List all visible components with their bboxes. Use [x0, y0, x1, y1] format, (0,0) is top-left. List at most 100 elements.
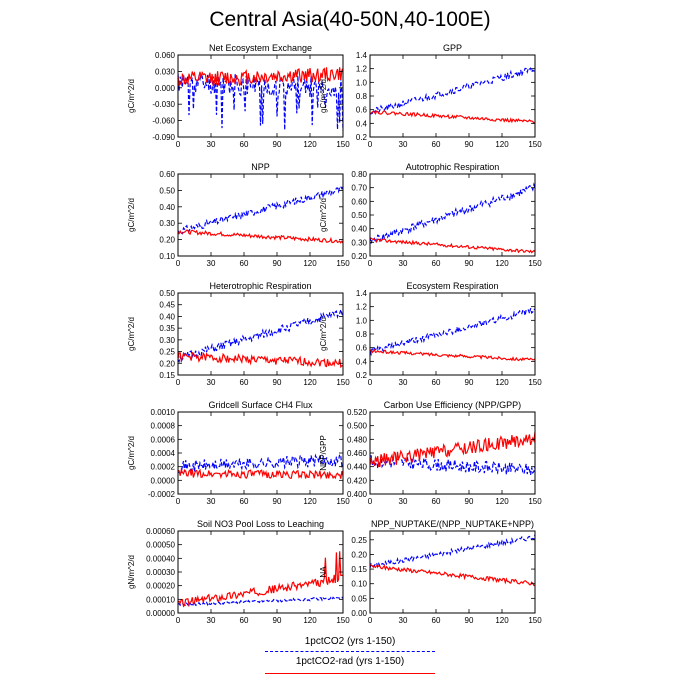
series-line-1pctco2-rad: [178, 467, 343, 480]
legend-line-1pctco2-rad: [265, 673, 435, 674]
panel-5: Ecosystem Respiration gC/m^2/d 0 30 60 90 120 1…: [319, 281, 542, 387]
y-tick-label: 0.0008: [151, 422, 176, 431]
y-tick-label: 0.25: [159, 348, 175, 357]
y-tick-label: 1.2: [356, 303, 368, 312]
panel-frame: [177, 173, 344, 257]
y-tick-label: 0.480: [347, 435, 368, 444]
panel-3: Autotrophic Respiration gC/m^2/d 0 30 60 90 12…: [319, 162, 542, 268]
y-tick-label: 0.00050: [146, 541, 175, 550]
panel-2: NPP gC/m^2/d 0 30 60 90 120 150 0.60 0.50 0.40 0.30…: [127, 162, 350, 268]
y-tick-label: 0.30: [351, 238, 367, 247]
x-tick-label: 0: [368, 259, 373, 268]
panel-frame: [177, 54, 344, 138]
y-tick-label: 1.4: [356, 51, 368, 60]
y-axis-label: gC/m^2/d: [319, 317, 328, 351]
y-tick-label: 0.00060: [146, 527, 175, 536]
x-tick-label: 30: [399, 378, 408, 387]
x-tick-label: 0: [368, 497, 373, 506]
x-tick-label: 150: [528, 497, 542, 506]
x-tick-label: 60: [240, 378, 249, 387]
panel-title: Heterotrophic Respiration: [209, 281, 311, 291]
x-tick-label: 120: [303, 497, 317, 506]
x-tick-label: 0: [368, 140, 373, 149]
x-tick-label: 120: [495, 140, 509, 149]
x-tick-label: 30: [399, 616, 408, 625]
y-tick-label: 0.50: [159, 186, 175, 195]
x-tick-label: 60: [432, 616, 441, 625]
x-tick-label: 150: [528, 140, 542, 149]
x-tick-label: 30: [207, 259, 216, 268]
x-tick-label: 0: [176, 259, 181, 268]
panel-title: NPP_NUPTAKE/(NPP_NUPTAKE+NPP): [371, 519, 534, 529]
y-tick-label: 0.10: [351, 580, 367, 589]
x-tick-label: 90: [273, 378, 282, 387]
series-line-1pctco2: [178, 307, 343, 363]
x-tick-label: 30: [207, 378, 216, 387]
x-tick-label: 0: [176, 140, 181, 149]
series-line-1pctco2-rad: [370, 110, 535, 125]
y-tick-label: 0.15: [351, 565, 367, 574]
y-tick-label: 1.4: [356, 289, 368, 298]
x-tick-label: 60: [432, 140, 441, 149]
y-axis-label: gC/m^2/d: [127, 436, 136, 470]
y-tick-label: 0.20: [159, 236, 175, 245]
y-tick-label: 1.2: [356, 65, 368, 74]
y-axis-label: NPP/GPP: [319, 435, 328, 471]
y-tick-label: 0.4: [356, 357, 368, 366]
x-tick-label: 150: [528, 616, 542, 625]
y-tick-label: 0.30: [159, 336, 175, 345]
x-tick-label: 120: [303, 616, 317, 625]
y-tick-label: 0.60: [159, 170, 175, 179]
x-tick-label: 60: [432, 259, 441, 268]
x-tick-label: 60: [432, 497, 441, 506]
panel-title: Autotrophic Respiration: [406, 162, 500, 172]
y-tick-label: 0.2: [356, 371, 368, 380]
y-tick-label: -0.0002: [148, 490, 176, 499]
series-line-1pctco2: [370, 534, 535, 569]
x-tick-label: 120: [495, 497, 509, 506]
x-tick-label: 120: [495, 378, 509, 387]
x-tick-label: 0: [176, 378, 181, 387]
x-tick-label: 90: [273, 616, 282, 625]
x-tick-label: 30: [399, 497, 408, 506]
x-tick-label: 90: [273, 497, 282, 506]
series-line-1pctco2-rad: [370, 563, 535, 587]
x-tick-label: 150: [336, 616, 350, 625]
y-tick-label: 0.0000: [151, 476, 176, 485]
y-tick-label: 0.80: [351, 170, 367, 179]
panel-title: Gridcell Surface CH4 Flux: [208, 400, 313, 410]
x-tick-label: 30: [207, 616, 216, 625]
x-tick-label: 0: [176, 497, 181, 506]
y-tick-label: 0.50: [159, 289, 175, 298]
y-tick-label: 0.40: [159, 312, 175, 321]
figure-title: Central Asia(40-50N,40-100E): [209, 8, 491, 31]
panel-6: Gridcell Surface CH4 Flux gC/m^2/d 0 30 60 90…: [127, 400, 350, 506]
x-tick-label: 120: [303, 378, 317, 387]
x-tick-label: 120: [495, 616, 509, 625]
y-tick-label: 0.030: [155, 67, 176, 76]
y-axis-label: gC/m^2/d: [319, 198, 328, 232]
y-tick-label: 0.8: [356, 92, 368, 101]
series-line-1pctco2-rad: [178, 229, 343, 244]
series-line-1pctco2-rad: [370, 431, 535, 468]
y-tick-label: 0.20: [351, 252, 367, 261]
y-tick-label: 0.50: [351, 211, 367, 220]
y-tick-label: 0.45: [159, 301, 175, 310]
y-tick-label: 0.00040: [146, 554, 175, 563]
y-axis-label: gC/m^2/d: [127, 79, 136, 113]
series-line-1pctco2: [370, 67, 535, 115]
y-tick-label: 0.0002: [151, 463, 176, 472]
panel-9: NPP_NUPTAKE/(NPP_NUPTAKE+NPP) NA 0 30 60 90 12…: [319, 519, 542, 625]
y-tick-label: 0.520: [347, 408, 368, 417]
panel-title: NPP: [251, 162, 270, 172]
y-tick-label: 0.00020: [146, 582, 175, 591]
x-tick-label: 60: [240, 140, 249, 149]
panel-frame: [177, 292, 344, 376]
y-tick-label: -0.030: [152, 100, 175, 109]
x-tick-label: 60: [432, 378, 441, 387]
y-tick-label: -0.090: [152, 133, 175, 142]
legend-line-1pctco2: [265, 651, 435, 652]
x-tick-label: 60: [240, 616, 249, 625]
y-tick-label: 0.400: [347, 490, 368, 499]
y-tick-label: 0.6: [356, 344, 368, 353]
